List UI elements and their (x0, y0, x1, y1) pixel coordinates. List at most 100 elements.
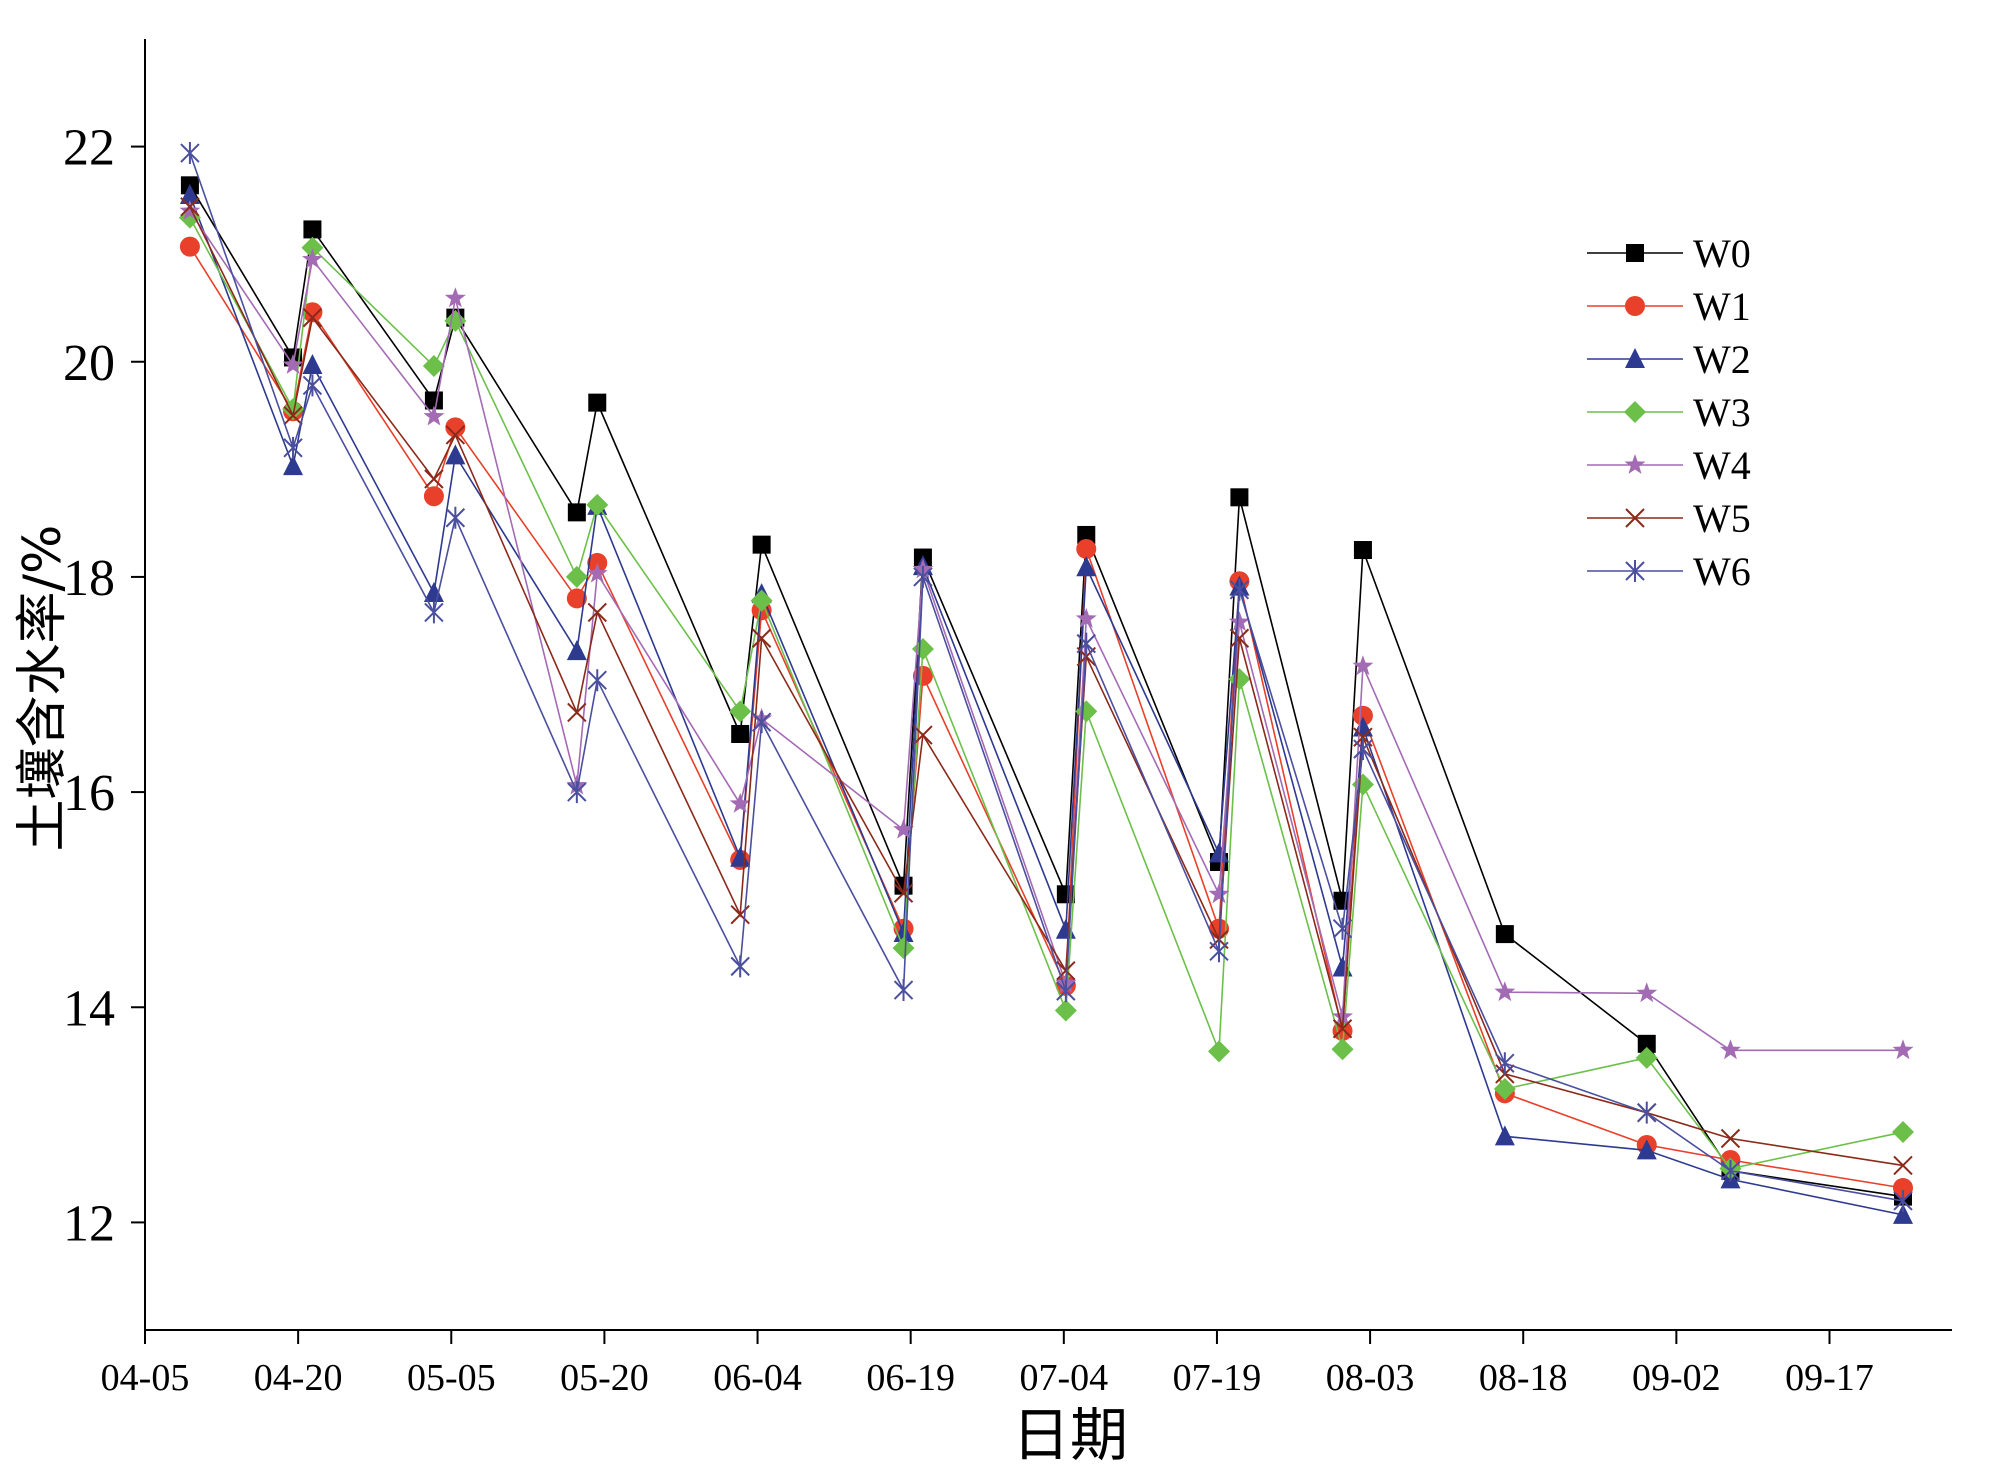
data-point-W3 (1331, 1038, 1354, 1061)
legend-label: W2 (1693, 337, 1751, 382)
data-point-W6 (913, 565, 933, 588)
data-point-W6 (1720, 1159, 1741, 1182)
x-tick-label: 07-04 (1019, 1357, 1108, 1399)
data-point-W1 (1352, 705, 1373, 726)
x-tick-label: 07-19 (1173, 1357, 1262, 1399)
data-point-W1 (1076, 538, 1097, 559)
data-point-W2 (302, 353, 323, 374)
data-point-W3 (1207, 1040, 1230, 1063)
data-point-W0 (1230, 488, 1249, 507)
x-tick-label: 09-17 (1785, 1357, 1874, 1399)
data-point-W6 (283, 436, 303, 459)
legend-label: W5 (1693, 496, 1751, 541)
data-point-W4 (444, 287, 466, 308)
data-point-W5 (751, 628, 772, 648)
legend-item-W3: W3 (1587, 390, 1751, 435)
data-point-W3 (586, 493, 609, 516)
data-point-W3 (911, 637, 934, 660)
data-point-W4 (1494, 981, 1516, 1002)
legend: W0 W1 W2 W3 W4 W5 W6 (1587, 231, 1751, 594)
data-point-W5 (1720, 1128, 1741, 1149)
legend-item-W1: W1 (1587, 284, 1751, 329)
data-point-W6 (445, 506, 466, 529)
data-point-W4 (1636, 982, 1658, 1003)
data-point-W4 (893, 818, 914, 839)
x-tick-label: 06-04 (713, 1357, 802, 1399)
data-point-W4 (1332, 1005, 1353, 1026)
data-point-W1 (1892, 1177, 1913, 1198)
data-point-W2 (1055, 918, 1076, 939)
data-point-W5 (283, 405, 303, 426)
series-W4 (179, 200, 1914, 1060)
data-point-W3 (750, 589, 773, 612)
data-point-W0 (588, 393, 607, 412)
data-point-W5 (1332, 1019, 1353, 1039)
data-point-W6 (1637, 1101, 1657, 1124)
data-point-W4 (1892, 1039, 1914, 1060)
legend-item-W0: W0 (1587, 231, 1751, 276)
legend-marker (1624, 454, 1646, 474)
data-point-W2 (566, 640, 587, 661)
series-W5 (180, 197, 1913, 1176)
x-tick-label: 04-20 (254, 1357, 343, 1399)
data-point-W5 (567, 702, 587, 723)
data-point-W6 (1495, 1052, 1515, 1075)
legend-label: W0 (1693, 231, 1751, 276)
x-tick-label: 08-03 (1326, 1357, 1415, 1399)
x-tick-label: 09-02 (1632, 1357, 1721, 1399)
x-tick-label: 05-05 (407, 1357, 496, 1399)
legend-label: W3 (1693, 390, 1751, 435)
data-point-W0 (1353, 541, 1372, 560)
data-point-W0 (731, 724, 750, 743)
data-point-W6 (1229, 578, 1250, 601)
data-point-W2 (1332, 956, 1353, 977)
data-point-W3 (1493, 1078, 1516, 1101)
data-point-W2 (1892, 1203, 1913, 1224)
data-point-W6 (424, 601, 444, 624)
data-point-W5 (1229, 628, 1250, 648)
data-point-W4 (1075, 607, 1097, 628)
series-W6 (180, 142, 1913, 1212)
legend-marker (1626, 244, 1644, 262)
data-point-W5 (730, 905, 750, 925)
data-point-W5 (587, 602, 607, 623)
y-tick-label: 22 (63, 120, 115, 177)
data-point-W1 (302, 302, 323, 323)
legend-marker (1625, 348, 1645, 368)
x-tick-label: 04-05 (101, 1357, 190, 1399)
y-tick-label: 20 (63, 335, 115, 392)
y-tick-label: 16 (63, 765, 115, 822)
data-point-W6 (1332, 917, 1353, 940)
data-point-W5 (913, 725, 933, 745)
data-point-W0 (1495, 925, 1514, 944)
legend-item-W4: W4 (1587, 443, 1751, 488)
y-tick-label: 14 (63, 980, 115, 1037)
x-tick-label: 06-19 (866, 1357, 955, 1399)
series-W2 (179, 183, 1913, 1224)
data-point-W3 (301, 236, 324, 259)
data-point-W3 (1635, 1046, 1658, 1069)
data-point-W4 (1228, 611, 1250, 631)
legend-marker (1624, 401, 1646, 423)
series-W3 (178, 206, 1914, 1180)
data-point-W6 (1209, 940, 1229, 963)
data-point-W3 (422, 355, 445, 378)
data-point-W0 (303, 220, 322, 239)
data-point-W4 (302, 248, 323, 269)
data-point-W2 (730, 846, 751, 867)
data-point-W1 (445, 417, 466, 438)
data-point-W6 (893, 979, 914, 1002)
data-point-W6 (567, 781, 587, 804)
y-tick-label: 12 (63, 1195, 115, 1252)
data-point-W6 (587, 669, 607, 692)
data-point-W2 (445, 444, 466, 465)
legend-label: W4 (1693, 443, 1751, 488)
data-point-W0 (567, 503, 586, 522)
legend-marker (1625, 508, 1645, 528)
data-point-W1 (566, 588, 587, 609)
data-point-W5 (302, 307, 323, 328)
data-point-W4 (1720, 1039, 1741, 1060)
data-point-W5 (445, 425, 466, 445)
data-point-W4 (282, 354, 304, 374)
